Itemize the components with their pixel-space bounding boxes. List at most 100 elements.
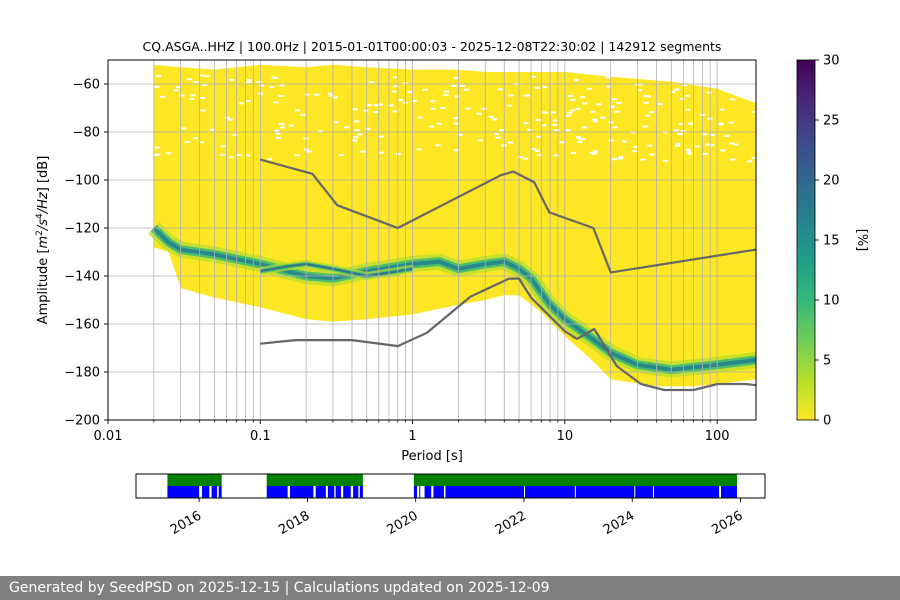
psd-speckle <box>596 103 602 106</box>
psd-speckle <box>540 111 546 114</box>
psd-speckle <box>642 125 648 128</box>
psd-speckle <box>705 143 711 146</box>
psd-speckle <box>518 156 524 159</box>
colorbar-tick-label: 25 <box>823 114 840 129</box>
psd-speckle <box>554 129 560 132</box>
psd-speckle <box>670 90 676 93</box>
psd-speckle <box>274 129 280 132</box>
psd-speckle <box>453 117 458 120</box>
psd-speckle <box>614 110 620 113</box>
psd-speckle <box>687 122 693 125</box>
timeline-gap-mark <box>217 486 219 498</box>
psd-speckle <box>553 154 559 157</box>
psd-speckle <box>616 101 622 104</box>
colorbar-label: [%] <box>854 229 869 252</box>
psd-speckle <box>443 94 449 96</box>
psd-speckle <box>531 75 537 78</box>
psd-speckle <box>154 146 160 149</box>
psd-speckle <box>657 103 663 106</box>
low-noise-model-line <box>260 277 756 392</box>
timeline-coverage-gap <box>719 486 721 498</box>
psd-speckle <box>508 141 513 144</box>
psd-speckle <box>430 100 436 103</box>
psd-speckle <box>649 153 655 156</box>
data-coverage-timeline <box>167 474 737 498</box>
timeline-coverage-gap <box>444 486 446 498</box>
timeline-tick-label: 2020 <box>385 508 421 538</box>
timeline-gap-bar <box>167 474 222 486</box>
psd-speckle <box>393 85 399 88</box>
psd-speckle <box>523 122 529 125</box>
psd-speckle <box>377 103 383 106</box>
psd-speckle <box>552 119 558 122</box>
colorbar <box>796 59 816 421</box>
psd-speckle <box>695 145 701 148</box>
psd-speckle <box>416 148 422 151</box>
psd-speckle <box>369 81 375 84</box>
psd-speckle <box>752 92 756 95</box>
psd-speckle <box>729 142 734 145</box>
psd-speckle <box>675 142 681 145</box>
psd-speckle <box>747 160 753 163</box>
timeline-gap-mark <box>417 486 420 498</box>
psd-speckle <box>534 149 540 152</box>
timeline-coverage-gap <box>652 486 654 498</box>
psd-speckle <box>678 123 684 126</box>
psd-speckle <box>314 93 320 96</box>
psd-speckle <box>259 84 265 87</box>
x-tick-label: 10 <box>557 429 574 444</box>
psd-speckle <box>186 78 192 81</box>
timeline-coverage-gap <box>341 486 343 498</box>
psd-speckle <box>354 120 359 123</box>
psd-speckle <box>674 88 680 91</box>
psd-speckle <box>155 153 161 156</box>
psd-speckle <box>303 137 309 140</box>
psd-speckle <box>551 111 556 114</box>
psd-speckle <box>436 122 442 125</box>
psd-speckle <box>278 123 284 125</box>
psd-speckle <box>232 133 238 136</box>
psd-speckle <box>570 99 576 102</box>
psd-speckle <box>733 143 739 146</box>
psd-speckle <box>465 107 471 110</box>
psd-speckle <box>536 135 542 138</box>
psd-speckle <box>593 120 598 123</box>
psd-speckle <box>494 133 500 136</box>
psd-speckle <box>495 136 501 139</box>
chart-title: CQ.ASGA..HHZ | 100.0Hz | 2015-01-01T00:0… <box>143 39 722 54</box>
y-axis-ticks: −60 −80 −100 −120 −140 −160 −180 −200 <box>64 78 108 429</box>
psd-speckle <box>453 122 459 125</box>
x-axis-ticks: 0.01 0.1 1 10 100 <box>94 420 730 444</box>
timeline-coverage-gap <box>524 486 526 498</box>
psd-speckle <box>559 141 565 144</box>
psd-speckle <box>612 126 618 129</box>
timeline-tick-label: 2024 <box>601 508 637 538</box>
timeline-gap-mark <box>199 486 202 498</box>
x-tick-label: 100 <box>705 429 730 444</box>
colorbar-tick-label: 20 <box>823 174 840 189</box>
psd-speckle <box>632 150 638 153</box>
high-noise-model-line <box>260 158 756 274</box>
psd-speckle <box>227 118 233 121</box>
psd-speckle <box>491 118 497 121</box>
psd-speckle <box>686 151 692 154</box>
psd-speckle <box>245 100 251 103</box>
psd-speckle <box>200 109 206 112</box>
psd-envelope <box>153 64 756 387</box>
timeline-tick-label: 2018 <box>276 508 312 538</box>
psd-speckle <box>677 133 683 135</box>
psd-speckle <box>236 154 242 156</box>
psd-speckle <box>637 89 643 92</box>
timeline-ticks: 2016 2018 2020 2022 2024 2026 <box>168 498 746 538</box>
psd-speckle <box>246 79 252 81</box>
psd-speckle <box>289 124 295 127</box>
psd-speckle <box>210 128 215 131</box>
psd-speckle <box>592 118 598 121</box>
psd-speckle <box>617 157 623 160</box>
psd-speckle <box>422 88 428 91</box>
psd-speckle <box>592 150 598 153</box>
psd-speckle <box>278 95 284 97</box>
psd-speckle <box>706 91 712 94</box>
psd-speckle <box>352 108 358 111</box>
